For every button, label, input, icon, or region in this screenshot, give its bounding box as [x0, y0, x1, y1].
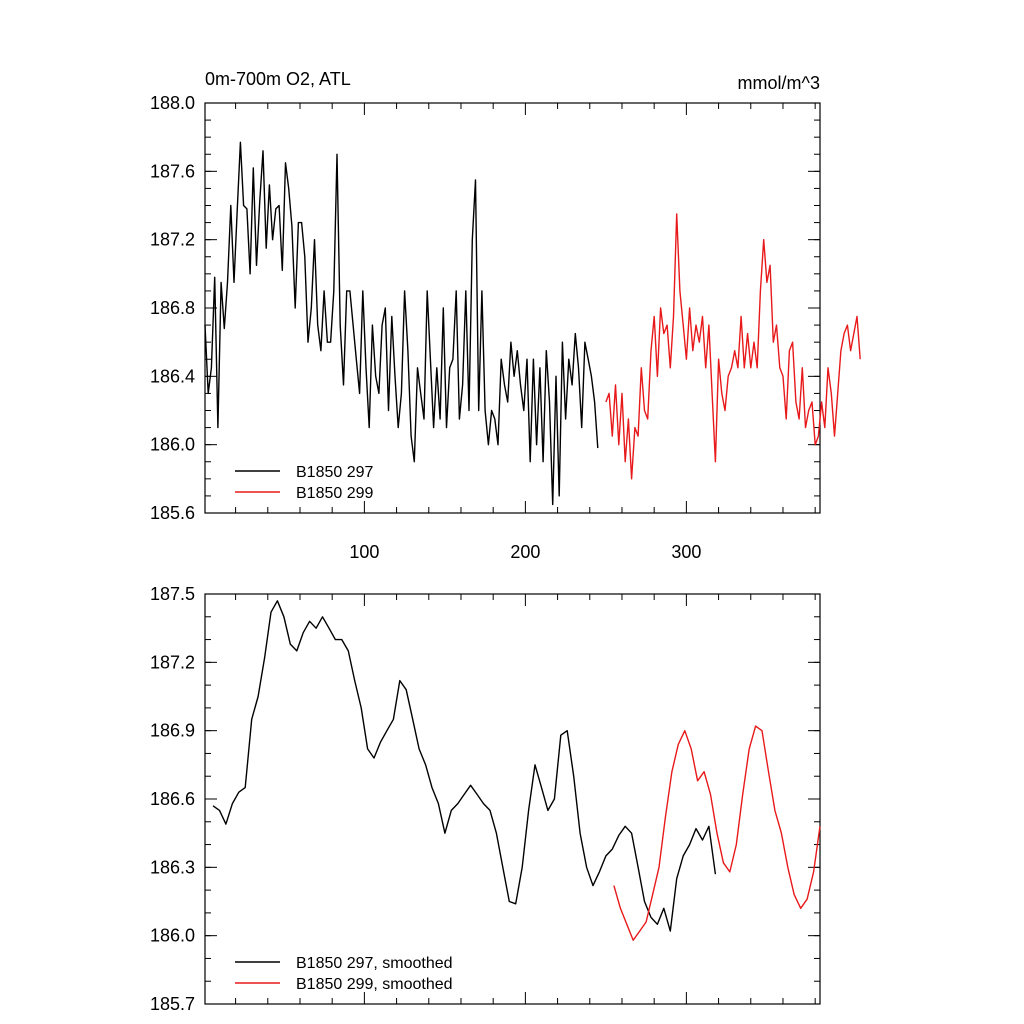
bottom-panel: 185.7 186.0 186.3 186.6 186.9 187.2 187.5 B1850… [150, 584, 821, 1014]
legend-label-2: B1850 299, smoothed [296, 976, 453, 993]
legend-label-1: B1850 297 [296, 464, 374, 481]
series-line-1 [212, 600, 717, 932]
y-tick-label: 188.0 [150, 93, 195, 113]
y-tick-label: 185.6 [150, 503, 195, 523]
y-tick-label: 185.7 [150, 994, 195, 1014]
y-tick-label: 186.0 [150, 926, 195, 946]
x-tick-label: 300 [671, 542, 701, 562]
chart-title: 0m-700m O2, ATL [205, 69, 351, 89]
legend-label-1: B1850 297, smoothed [296, 955, 453, 972]
series-line-1 [204, 141, 599, 506]
series-line-2 [605, 213, 861, 480]
y-tick-label: 187.2 [150, 230, 195, 250]
y-tick-label: 187.6 [150, 161, 195, 181]
series-line-2 [613, 725, 821, 941]
y-tick-label: 186.3 [150, 857, 195, 877]
y-tick-label: 186.8 [150, 298, 195, 318]
x-tick-label: 100 [349, 542, 379, 562]
units-label: mmol/m^3 [738, 73, 820, 93]
y-tick-label: 187.2 [150, 652, 195, 672]
y-tick-label: 186.0 [150, 435, 195, 455]
top-panel: 185.6 186.0 186.4 186.8 187.2 187.6 188.0 100 20… [150, 69, 861, 562]
y-tick-label: 186.4 [150, 366, 195, 386]
x-tick-label: 200 [510, 542, 540, 562]
y-tick-label: 186.6 [150, 789, 195, 809]
y-tick-label: 186.9 [150, 721, 195, 741]
y-tick-label: 187.5 [150, 584, 195, 604]
legend-label-2: B1850 299 [296, 485, 374, 502]
